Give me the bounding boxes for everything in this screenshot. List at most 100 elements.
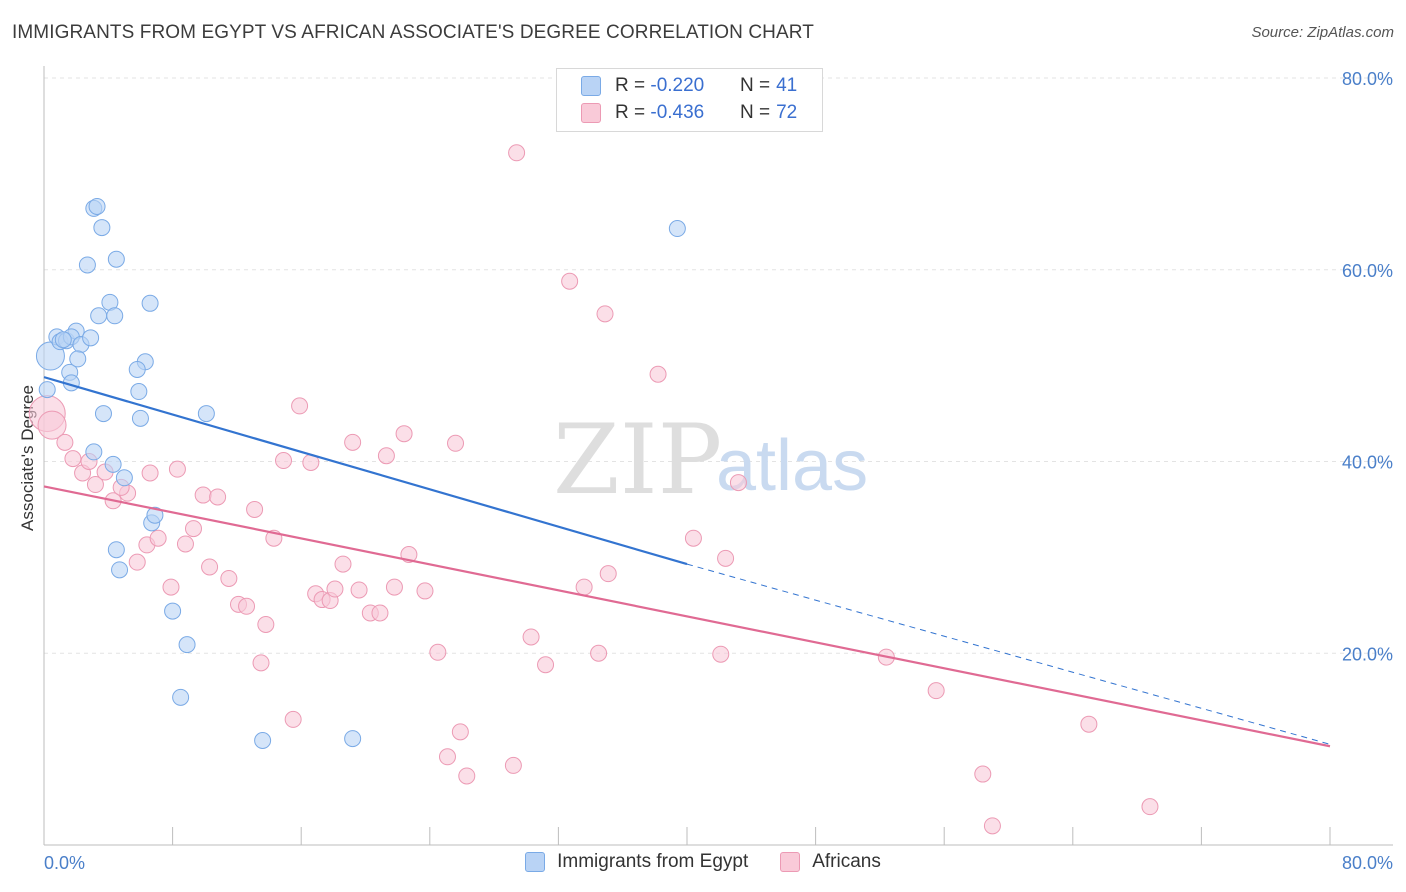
africans-point [590,644,608,662]
africans-point [504,756,522,774]
n-value: 72 [776,102,798,123]
legend-row-egypt: R = -0.220 N = 41 [581,73,797,99]
egypt-point [104,455,122,473]
africans-point [927,682,945,700]
africans-point [176,535,194,553]
africans-point [238,597,256,615]
africans-point [974,765,992,783]
africans-point [447,434,465,452]
egypt-point [197,405,215,423]
r-value: -0.220 [650,75,705,96]
africans-point [350,581,368,599]
africans-point [37,410,67,440]
egypt-point [69,350,87,368]
egypt-point [78,256,96,274]
egypt-trend-line [43,376,688,566]
egypt-swatch [525,852,546,872]
africans-point [522,628,540,646]
egypt-point [344,730,362,748]
r-value: -0.436 [650,102,705,123]
grid-lines [44,77,1393,654]
africans-point [56,433,74,451]
africans-point [596,305,614,323]
africans-point [508,144,526,162]
africans-point [128,553,146,571]
y-tick-label: 80.0% [1342,69,1393,89]
africans-point [416,582,434,600]
source-label: Source: ZipAtlas.com [1251,24,1394,41]
egypt-swatch [581,76,601,96]
africans-point [257,615,275,633]
africans-point [395,425,413,443]
chart-title: IMMIGRANTS FROM EGYPT VS AFRICAN ASSOCIA… [12,22,814,43]
egypt-trend-extension [686,563,1331,745]
africans-point [168,460,186,478]
africans-swatch [780,852,801,872]
africans-point [385,578,403,596]
egypt-point [106,307,124,325]
africans-point [149,529,167,547]
egypt-point [128,360,146,378]
egypt-point [107,250,125,268]
africans-point [64,450,82,468]
y-tick-label: 40.0% [1342,453,1393,473]
africans-point [334,555,352,573]
africans-point [438,748,456,766]
africans-point [284,710,302,728]
n-label: N = [740,75,771,96]
egypt-point [178,636,196,654]
watermark-atlas: atlas [716,426,868,506]
africans-point [209,488,227,506]
africans-point [429,643,447,661]
africans-point [712,645,730,663]
africans-point [371,604,389,622]
axes [43,66,1393,846]
egypt-points [35,197,686,749]
egypt-point [90,307,108,325]
africans-point [649,365,667,383]
egypt-point [93,219,111,237]
africans-point [344,433,362,451]
legend-item-egypt[interactable]: Immigrants from Egypt [525,851,748,873]
egypt-point [131,409,149,427]
africans-point [275,452,293,470]
africans-point [291,397,309,415]
egypt-point [141,294,159,312]
africans-point [246,500,264,518]
africans-point [141,464,159,482]
egypt-point [54,331,72,349]
egypt-point [164,602,182,620]
egypt-point [668,220,686,238]
africans-point [184,520,202,538]
egypt-point [107,541,125,559]
r-label: R = [615,75,651,96]
legend-label-egypt: Immigrants from Egypt [557,851,749,872]
egypt-point [172,688,190,706]
africans-point [599,565,617,583]
africans-point [1141,798,1159,816]
watermark-zip: ZIP [553,404,722,516]
egypt-point [88,197,106,215]
stats-legend: R = -0.220 N = 41 R = -0.436 N = 72 [556,68,823,132]
legend-item-africans[interactable]: Africans [780,851,881,873]
series-legend: Immigrants from Egypt Africans [0,851,1406,873]
africans-point [451,723,469,741]
africans-point [86,476,104,494]
x-tick-label: 0.0% [44,853,85,873]
africans-point [1080,715,1098,733]
africans-point [717,549,735,567]
africans-point [220,569,238,587]
y-tick-label: 60.0% [1342,261,1393,281]
africans-point [575,578,593,596]
egypt-point [94,405,112,423]
africans-point [201,558,219,576]
trend-lines [43,376,1331,748]
africans-point [252,654,270,672]
egypt-point [38,381,56,399]
x-tick-label: 80.0% [1342,853,1393,873]
egypt-point [254,731,272,749]
africans-point [983,817,1001,835]
legend-label-africans: Africans [812,851,881,872]
africans-trend-line [43,485,1331,748]
